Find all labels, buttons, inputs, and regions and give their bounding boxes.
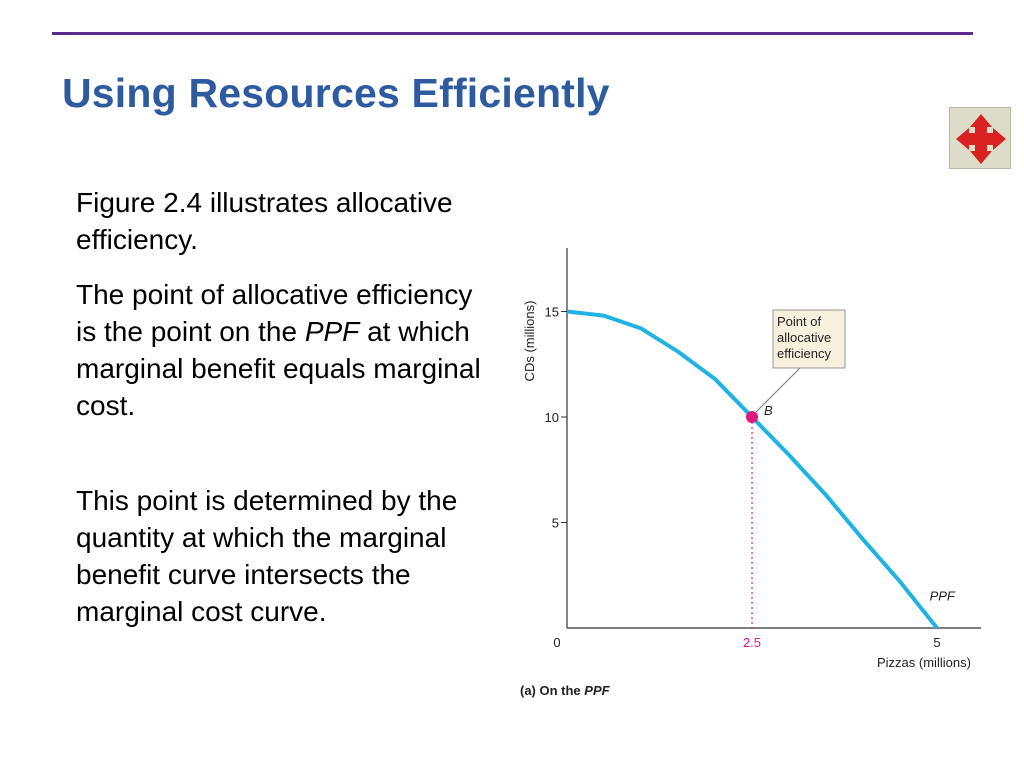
callout-line-1: Point of [777, 314, 821, 329]
paragraph-text-start: The point of allocative efficiency is th… [76, 279, 473, 347]
chart-caption-prefix: (a) On the [520, 683, 584, 698]
paragraph-determination: This point is determined by the quantity… [76, 485, 458, 627]
y-tick-label: 15 [545, 305, 559, 320]
y-axis-label: CDs (millions) [522, 301, 537, 382]
y-tick-label: 5 [552, 516, 559, 531]
callout-box [772, 309, 846, 369]
point-b-label: B [764, 403, 773, 418]
x-tick-label: 0 [553, 635, 560, 650]
slide-title: Using Resources Efficiently [62, 70, 610, 116]
navigation-button[interactable] [949, 107, 1011, 169]
y-tick-label: 10 [545, 410, 559, 425]
callout-leader-line [755, 367, 801, 413]
paragraph-text-end: at which marginal benefit equals margina… [76, 316, 481, 421]
callout-line-2: allocative [777, 330, 831, 345]
ppf-curve-label: PPF [930, 589, 956, 604]
paragraph-figure-intro: Figure 2.4 illustrates allocative effici… [76, 187, 453, 255]
ppf-emphasis: PPF [304, 316, 360, 347]
four-arrows-move-icon [956, 114, 1006, 164]
x-tick-label: 5 [933, 635, 940, 650]
chart-caption: (a) On the PPF [520, 683, 611, 698]
ppf-curve [566, 309, 939, 630]
top-rule [52, 32, 973, 35]
ppf-chart: 5 10 15 0 5 2.5 Point of allocative efficienc… [520, 248, 981, 698]
x-tick-label-highlight: 2.5 [743, 635, 761, 650]
chart-caption-ppf: PPF [584, 683, 610, 698]
point-b-marker [746, 411, 758, 423]
x-axis-label: Pizzas (millions) [877, 655, 971, 670]
paragraph-allocative-efficiency: The point of allocative efficiency is th… [76, 276, 496, 424]
callout-line-3: efficiency [777, 346, 831, 361]
